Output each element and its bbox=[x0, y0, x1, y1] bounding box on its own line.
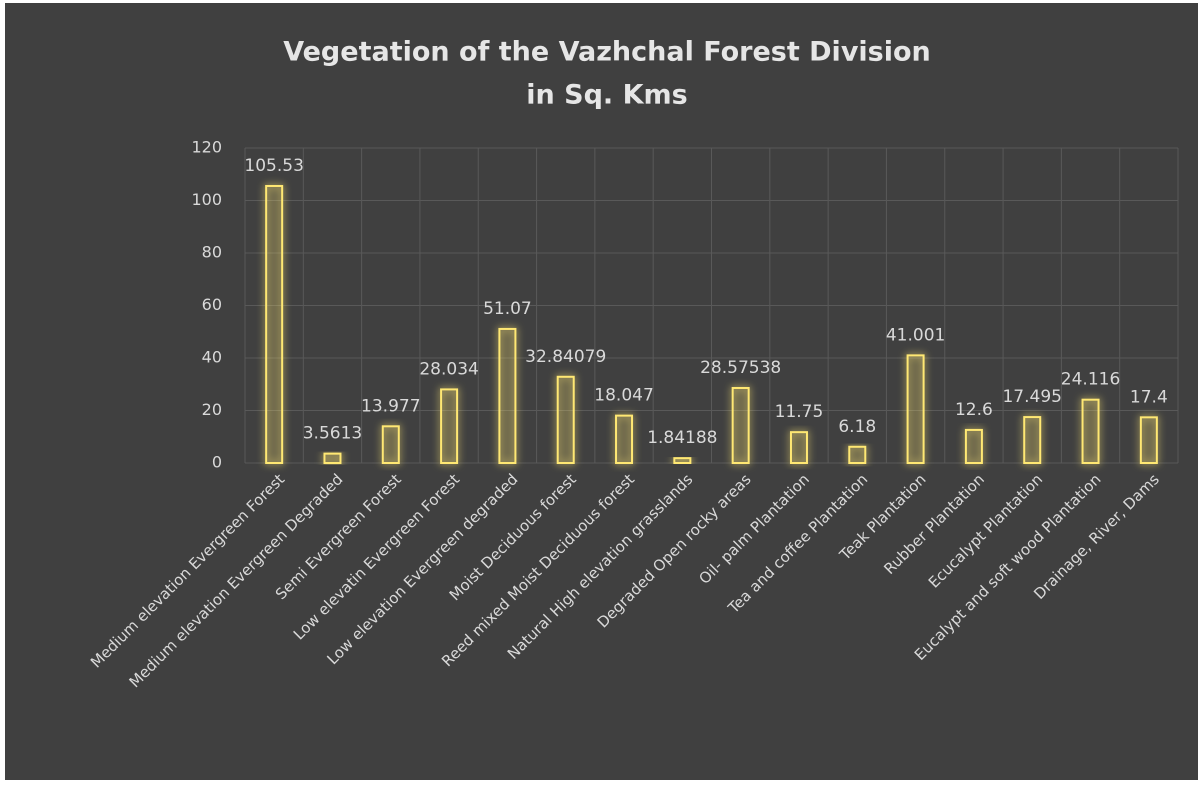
chart-background bbox=[5, 3, 1198, 780]
bar bbox=[731, 386, 750, 464]
value-label: 17.495 bbox=[1002, 387, 1061, 407]
value-label: 17.4 bbox=[1130, 387, 1168, 407]
bar bbox=[615, 414, 634, 464]
chart-title: in Sq. Kms bbox=[526, 80, 687, 111]
bar bbox=[1023, 416, 1042, 464]
value-label: 28.57538 bbox=[700, 358, 781, 378]
value-label: 24.116 bbox=[1061, 370, 1120, 390]
bar bbox=[1139, 416, 1158, 465]
y-tick-label: 120 bbox=[191, 138, 222, 157]
bar bbox=[1081, 398, 1100, 464]
value-label: 32.84079 bbox=[525, 347, 606, 367]
bar bbox=[323, 452, 342, 464]
bar bbox=[789, 431, 808, 464]
bar bbox=[848, 445, 867, 464]
value-label: 13.977 bbox=[361, 396, 420, 416]
value-label: 18.047 bbox=[594, 386, 653, 406]
value-label: 12.6 bbox=[955, 400, 993, 420]
value-label: 28.034 bbox=[419, 359, 478, 379]
value-label: 6.18 bbox=[838, 417, 876, 437]
value-label: 3.5613 bbox=[303, 424, 362, 444]
y-tick-label: 100 bbox=[191, 190, 222, 209]
bar bbox=[556, 375, 575, 465]
bar bbox=[906, 354, 925, 464]
bar bbox=[265, 184, 284, 464]
bar bbox=[381, 425, 400, 464]
chart-title: Vegetation of the Vazhchal Forest Divisi… bbox=[283, 37, 931, 68]
value-label: 1.84188 bbox=[647, 428, 717, 448]
value-label: 105.53 bbox=[244, 156, 303, 176]
value-label: 11.75 bbox=[775, 402, 824, 422]
bar bbox=[964, 428, 983, 464]
y-tick-label: 0 bbox=[212, 453, 222, 472]
bar bbox=[673, 457, 692, 465]
y-tick-label: 20 bbox=[202, 400, 222, 419]
y-tick-label: 80 bbox=[202, 243, 222, 262]
value-label: 51.07 bbox=[483, 299, 532, 319]
bar bbox=[498, 327, 517, 464]
value-label: 41.001 bbox=[886, 325, 945, 345]
y-tick-label: 60 bbox=[202, 295, 222, 314]
y-tick-label: 40 bbox=[202, 348, 222, 367]
bar bbox=[440, 388, 459, 464]
